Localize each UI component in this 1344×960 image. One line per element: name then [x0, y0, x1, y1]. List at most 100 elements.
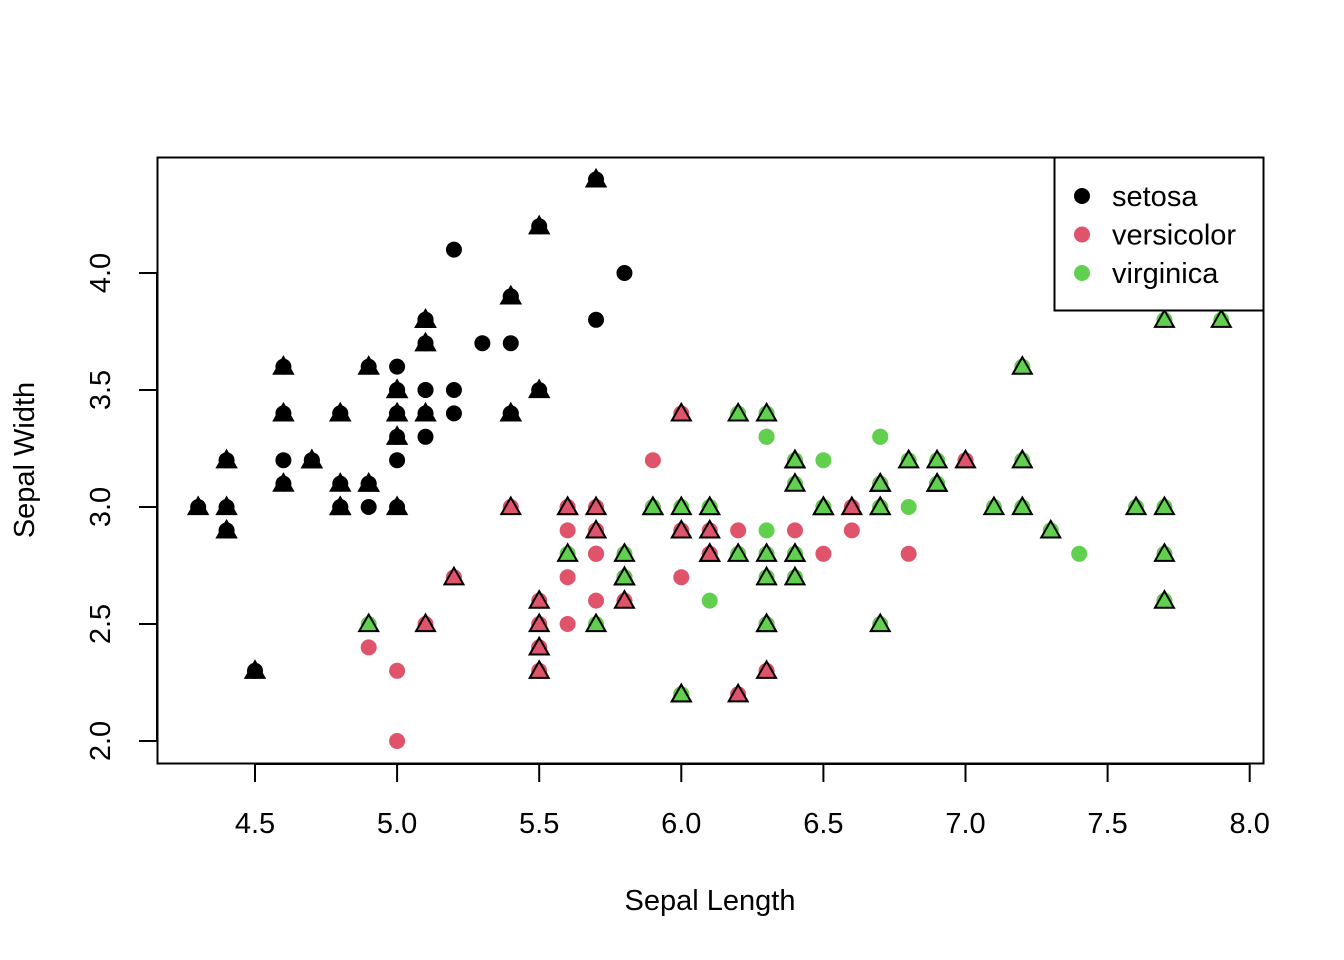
triangle-marker-virginica — [556, 542, 579, 562]
point-virginica — [872, 428, 889, 445]
triangle-marker-setosa — [584, 167, 608, 188]
legend-label-virginica: virginica — [1112, 258, 1219, 290]
triangle-marker-versicolor — [698, 542, 721, 562]
triangle-marker-setosa — [272, 472, 295, 492]
triangle-marker-setosa — [272, 355, 295, 375]
triangle-marker-setosa — [385, 495, 409, 516]
y-tick-label: 4.0 — [85, 253, 117, 293]
triangle-marker-virginica — [670, 682, 693, 703]
x-tick-label: 8.0 — [1230, 808, 1270, 840]
point-setosa — [588, 311, 605, 328]
triangle-marker-virginica — [726, 542, 750, 562]
point-versicolor — [389, 733, 406, 749]
triangle-marker-virginica — [755, 542, 778, 562]
triangle-marker-virginica — [584, 612, 608, 633]
triangle-marker-virginica — [869, 472, 892, 492]
triangle-marker-setosa — [215, 518, 238, 539]
triangle-marker-setosa — [357, 355, 380, 375]
triangle-marker-virginica — [1011, 495, 1034, 516]
x-axis: 4.5 5.0 5.5 6.0 6.5 7.0 7.5 8.0 — [235, 763, 1270, 840]
triangle-marker-versicolor — [840, 495, 864, 516]
triangle-marker-setosa — [414, 308, 437, 328]
point-versicolor — [588, 592, 605, 609]
triangle-marker-virginica — [1011, 355, 1034, 375]
point-versicolor — [900, 545, 917, 562]
triangle-marker-virginica — [783, 542, 807, 562]
x-tick-label: 5.5 — [519, 808, 559, 840]
triangle-marker-setosa — [357, 472, 380, 492]
triangle-marker-versicolor — [527, 589, 551, 609]
data-points — [186, 167, 1233, 749]
triangle-marker-virginica — [1124, 495, 1148, 516]
triangle-marker-versicolor — [755, 659, 778, 679]
triangle-marker-virginica — [812, 495, 835, 516]
x-tick-label: 7.0 — [945, 808, 985, 840]
point-setosa — [389, 358, 406, 375]
triangle-marker-versicolor — [670, 518, 693, 539]
triangle-marker-setosa — [272, 401, 295, 422]
triangle-marker-virginica — [869, 612, 892, 633]
y-tick-label: 2.5 — [85, 604, 117, 644]
triangle-marker-versicolor — [527, 659, 551, 679]
point-virginica — [701, 592, 718, 609]
triangle-marker-setosa — [329, 495, 352, 516]
triangle-marker-virginica — [670, 495, 693, 516]
triangle-marker-virginica — [755, 565, 778, 586]
point-versicolor — [559, 522, 576, 539]
triangle-marker-virginica — [925, 472, 949, 492]
legend-marker-versicolor — [1074, 226, 1090, 243]
x-axis-label: Sepal Length — [625, 885, 796, 917]
triangle-marker-versicolor — [414, 612, 437, 633]
y-tick-label: 2.0 — [85, 721, 117, 761]
point-versicolor — [559, 569, 576, 586]
triangle-marker-versicolor — [527, 612, 551, 633]
triangle-marker-virginica — [1210, 308, 1233, 328]
y-tick-label: 3.5 — [85, 370, 117, 410]
point-setosa — [275, 452, 292, 469]
point-setosa — [445, 382, 462, 398]
triangle-marker-virginica — [1039, 518, 1062, 539]
triangle-marker-versicolor — [726, 682, 750, 703]
point-setosa — [502, 335, 519, 352]
triangle-marker-setosa — [186, 495, 210, 516]
triangle-marker-setosa — [499, 401, 523, 422]
point-virginica — [758, 428, 775, 445]
point-setosa — [389, 452, 406, 469]
triangle-marker-setosa — [329, 401, 352, 422]
triangle-marker-virginica — [1153, 589, 1176, 609]
triangle-marker-virginica — [783, 472, 807, 492]
triangle-marker-setosa — [385, 378, 409, 399]
triangle-marker-virginica — [869, 495, 892, 516]
point-virginica — [900, 499, 917, 515]
point-versicolor — [644, 452, 661, 469]
point-versicolor — [559, 616, 576, 632]
point-setosa — [474, 335, 491, 352]
triangle-marker-versicolor — [584, 518, 608, 539]
x-tick-label: 5.0 — [377, 808, 417, 840]
triangle-marker-versicolor — [698, 518, 721, 539]
point-setosa — [616, 265, 633, 281]
point-versicolor — [673, 569, 690, 586]
triangle-marker-setosa — [300, 448, 324, 469]
triangle-marker-virginica — [897, 448, 920, 469]
legend-marker-setosa — [1074, 188, 1090, 204]
point-setosa — [360, 499, 377, 515]
point-versicolor — [730, 522, 747, 539]
point-setosa — [417, 428, 434, 445]
point-versicolor — [843, 522, 860, 539]
triangle-marker-setosa — [414, 331, 437, 352]
triangle-marker-setosa — [527, 214, 551, 235]
triangle-marker-versicolor — [584, 495, 608, 516]
triangle-marker-setosa — [385, 401, 409, 422]
x-tick-label: 6.0 — [661, 808, 701, 840]
y-axis-label: Sepal Width — [9, 382, 41, 538]
triangle-marker-versicolor — [954, 448, 977, 469]
triangle-marker-virginica — [1153, 542, 1176, 562]
point-versicolor — [389, 662, 406, 679]
triangle-marker-virginica — [925, 448, 949, 469]
triangle-marker-versicolor — [556, 495, 579, 516]
triangle-marker-versicolor — [527, 635, 551, 656]
triangle-marker-virginica — [783, 565, 807, 586]
triangle-marker-virginica — [357, 612, 380, 633]
